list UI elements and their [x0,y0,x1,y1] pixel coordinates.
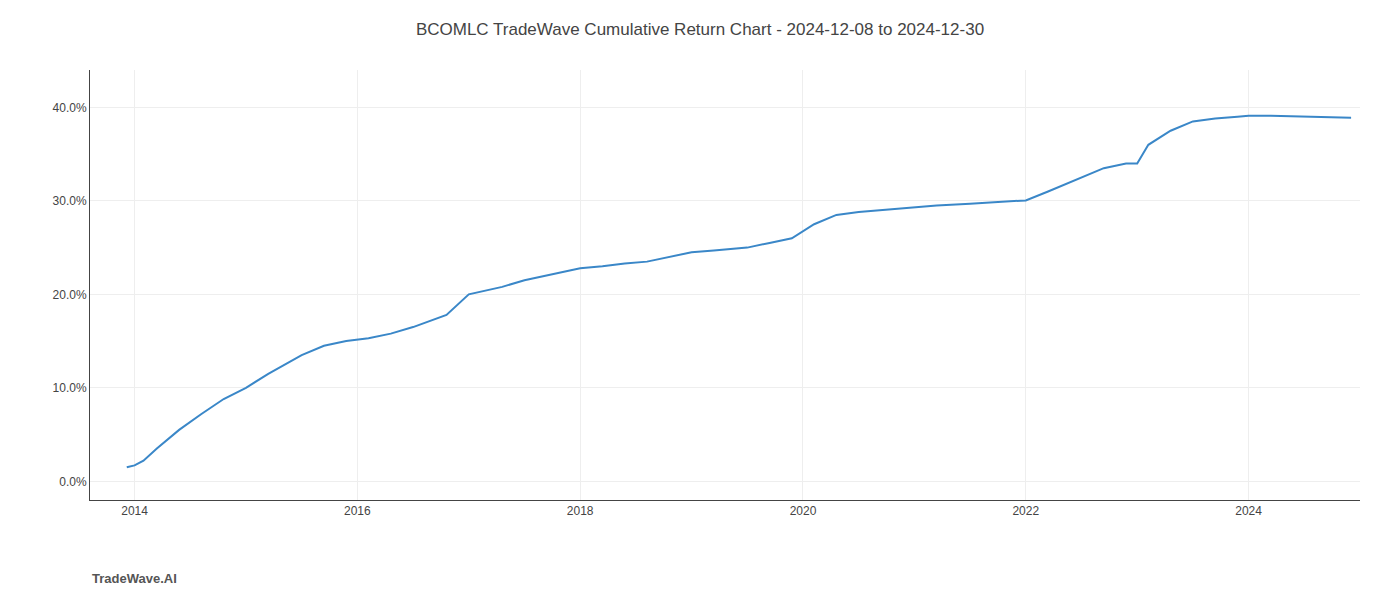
svg-text:40.0%: 40.0% [53,101,87,115]
svg-text:2022: 2022 [1012,504,1039,518]
svg-text:0.0%: 0.0% [59,475,87,489]
svg-text:BCOMLC TradeWave Cumulative Re: BCOMLC TradeWave Cumulative Return Chart… [416,20,984,39]
svg-text:2016: 2016 [344,504,371,518]
svg-text:2020: 2020 [790,504,817,518]
svg-text:TradeWave.AI: TradeWave.AI [92,571,177,586]
svg-text:2018: 2018 [567,504,594,518]
svg-text:10.0%: 10.0% [53,381,87,395]
svg-text:20.0%: 20.0% [53,288,87,302]
svg-text:30.0%: 30.0% [53,194,87,208]
svg-text:2014: 2014 [121,504,148,518]
svg-text:2024: 2024 [1235,504,1262,518]
